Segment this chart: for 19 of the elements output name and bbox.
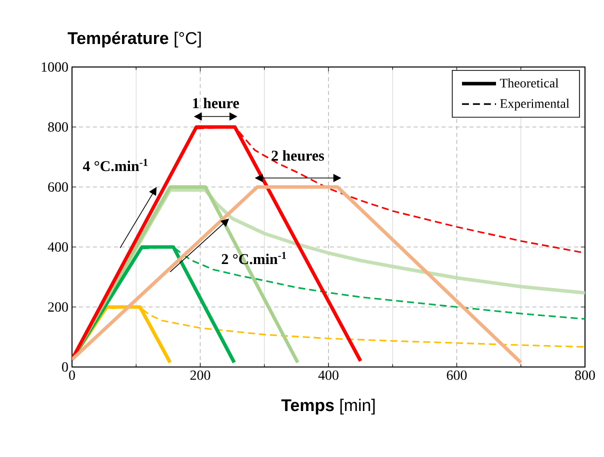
y-tick-label: 400: [48, 242, 68, 252]
x-tick-label: 400: [318, 370, 338, 380]
annotation: 1 heure: [193, 98, 239, 108]
legend-label: Theoretical: [500, 78, 558, 88]
annotation: 4 °C.min$^{-1}$: [82, 158, 148, 172]
y-tick-label: 0: [62, 362, 68, 372]
x-axis-title: Temps [min]: [281, 398, 375, 415]
x-tick-label: 0: [69, 370, 75, 380]
y-tick-label: 200: [48, 302, 68, 312]
x-tick-label: 200: [190, 370, 210, 380]
y-tick-label: 1000: [42, 62, 68, 72]
y-tick-label: 600: [48, 182, 68, 192]
legend-label: Experimental: [500, 98, 570, 111]
x-tick-label: 600: [446, 370, 467, 380]
y-axis-title: Température [°C]: [68, 32, 201, 48]
x-tick-label: 800: [575, 370, 595, 380]
y-tick-label: 800: [48, 122, 68, 132]
annotation: 2 heures: [272, 150, 324, 161]
annotation: 2 °C.min$^{-1}$: [222, 252, 286, 264]
